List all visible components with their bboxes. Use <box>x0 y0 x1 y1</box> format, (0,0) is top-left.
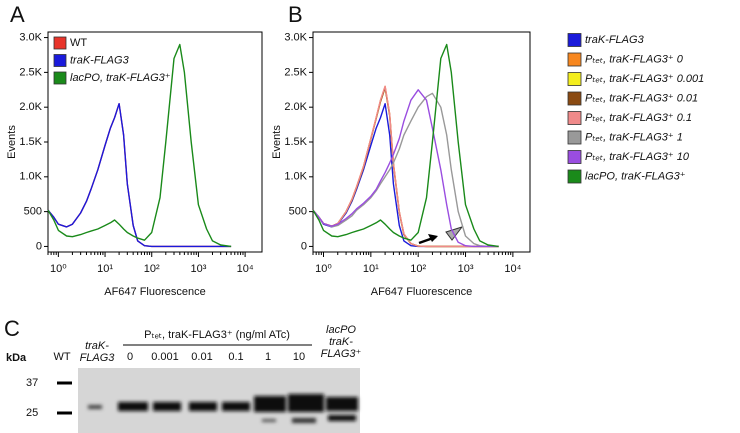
y-tick-label: 500 <box>24 206 42 218</box>
lane-label: 0 <box>127 351 133 363</box>
series-line <box>47 103 232 248</box>
lane-label: 1 <box>265 351 271 363</box>
legend-label: traK-FLAG3 <box>70 54 130 66</box>
lane-label: lacPO traK-FLAG3⁺ <box>321 324 362 360</box>
x-tick-label: 10⁴ <box>237 263 254 275</box>
panel-letter: C <box>4 316 20 341</box>
y-tick-label: 3.0K <box>284 31 307 43</box>
legend-label: Pₜₑₜ, traK-FLAG3⁺ 0.1 <box>585 112 692 124</box>
x-axis-title: AF647 Fluorescence <box>371 286 473 298</box>
y-tick-label: 0 <box>301 240 307 252</box>
series-line <box>312 89 499 248</box>
panel-letter: B <box>288 2 303 27</box>
x-tick-label: 10⁴ <box>504 263 521 275</box>
y-axis-title: Events <box>271 125 283 159</box>
x-tick-label: 10⁰ <box>315 263 332 275</box>
legend-swatch <box>53 54 67 67</box>
legend-swatch <box>567 169 582 184</box>
y-tick-label: 500 <box>289 206 307 218</box>
x-tick-label: 10² <box>410 263 426 275</box>
legend-swatch <box>567 72 582 86</box>
y-axis-title: Events <box>6 125 18 159</box>
legend-swatch <box>567 111 582 125</box>
y-tick-label: 1.0K <box>284 171 307 183</box>
group-label: Pₜₑₜ, traK-FLAG3⁺ (ng/ml ATc) <box>144 329 290 341</box>
legend-swatch <box>53 36 67 50</box>
y-tick-label: 1.5K <box>19 136 42 148</box>
series-line <box>312 43 499 248</box>
legend-label: lacPO, traK-FLAG3⁺ <box>70 72 171 84</box>
lane-label: WT <box>53 351 70 363</box>
legend-swatch <box>567 150 582 164</box>
series-line <box>312 103 499 248</box>
legend-label: Pₜₑₜ, traK-FLAG3⁺ 0.001 <box>585 73 704 85</box>
y-tick-label: 2.5K <box>284 66 307 78</box>
y-tick-label: 1.5K <box>284 136 307 148</box>
legend-label: Pₜₑₜ, traK-FLAG3⁺ 10 <box>585 151 690 163</box>
legend-label: Pₜₑₜ, traK-FLAG3⁺ 1 <box>585 131 683 143</box>
legend-label: Pₜₑₜ, traK-FLAG3⁺ 0.01 <box>585 92 698 104</box>
legend-swatch <box>567 33 582 47</box>
y-tick-label: 2.0K <box>284 101 307 113</box>
x-tick-label: 10¹ <box>363 263 379 275</box>
legend-label: WT <box>70 37 87 49</box>
x-tick-label: 10¹ <box>97 263 113 275</box>
series-line <box>47 103 232 248</box>
legend-swatch <box>53 71 67 85</box>
series-line <box>47 43 232 248</box>
legend-swatch <box>567 130 582 145</box>
lane-label: traK-FLAG3 <box>80 340 116 364</box>
legend-swatch <box>567 52 582 67</box>
y-tick-label: 0 <box>36 240 42 252</box>
x-tick-label: 10³ <box>458 263 474 275</box>
x-tick-label: 10² <box>144 263 160 275</box>
lane-label: 10 <box>293 351 305 363</box>
y-tick-label: 1.0K <box>19 171 42 183</box>
lane-label: 0.1 <box>228 351 243 363</box>
legend-label: lacPO, traK-FLAG3⁺ <box>585 170 686 182</box>
x-axis-title: AF647 Fluorescence <box>104 286 206 298</box>
annotation-arrow <box>418 234 438 245</box>
x-tick-label: 10⁰ <box>50 263 67 275</box>
lane-label: 0.001 <box>151 351 179 363</box>
y-tick-label: 3.0K <box>19 31 42 43</box>
unit-label: kDa <box>6 352 27 364</box>
y-tick-label: 2.5K <box>19 66 42 78</box>
legend-label: Pₜₑₜ, traK-FLAG3⁺ 0 <box>585 53 684 65</box>
series-line <box>312 85 499 248</box>
x-tick-label: 10³ <box>190 263 206 275</box>
series-line <box>312 92 499 248</box>
legend-label: traK-FLAG3 <box>585 34 645 46</box>
marker-label: 25 <box>26 407 38 419</box>
western-blot <box>57 344 360 433</box>
lane-label: 0.01 <box>191 351 212 363</box>
legend-swatch <box>567 91 582 106</box>
panel-letter: A <box>10 2 25 27</box>
marker-label: 37 <box>26 377 38 389</box>
y-tick-label: 2.0K <box>19 101 42 113</box>
